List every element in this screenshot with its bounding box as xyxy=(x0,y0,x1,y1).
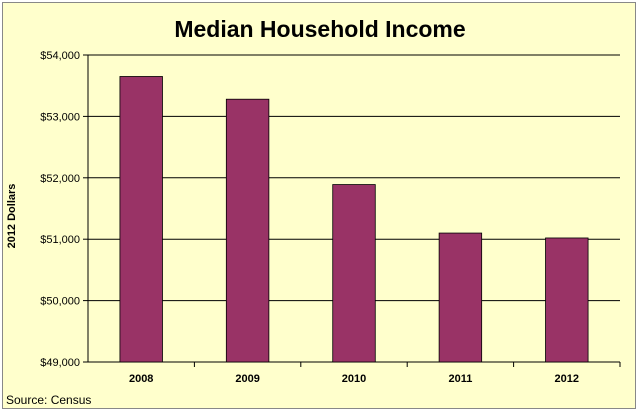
chart-title: Median Household Income xyxy=(174,16,466,42)
y-tick-label: $54,000 xyxy=(40,50,80,62)
x-tick-label: 2009 xyxy=(235,373,259,385)
bar-2011 xyxy=(438,232,483,363)
y-tick-label: $49,000 xyxy=(40,357,80,369)
bar-2009 xyxy=(225,98,270,363)
bar-2008 xyxy=(119,76,163,363)
x-tick-label: 2008 xyxy=(129,373,153,385)
x-tick-label: 2011 xyxy=(448,373,472,385)
bar-2012 xyxy=(545,237,589,363)
x-tick-label: 2012 xyxy=(555,373,579,385)
x-tick-label: 2010 xyxy=(342,373,366,385)
bar-2010 xyxy=(332,184,376,363)
y-tick-label: $53,000 xyxy=(40,111,80,123)
y-tick-label: $52,000 xyxy=(40,173,80,185)
y-tick-label: $51,000 xyxy=(40,234,80,246)
source-note: Source: Census xyxy=(6,393,92,407)
y-tick-label: $50,000 xyxy=(40,296,80,308)
